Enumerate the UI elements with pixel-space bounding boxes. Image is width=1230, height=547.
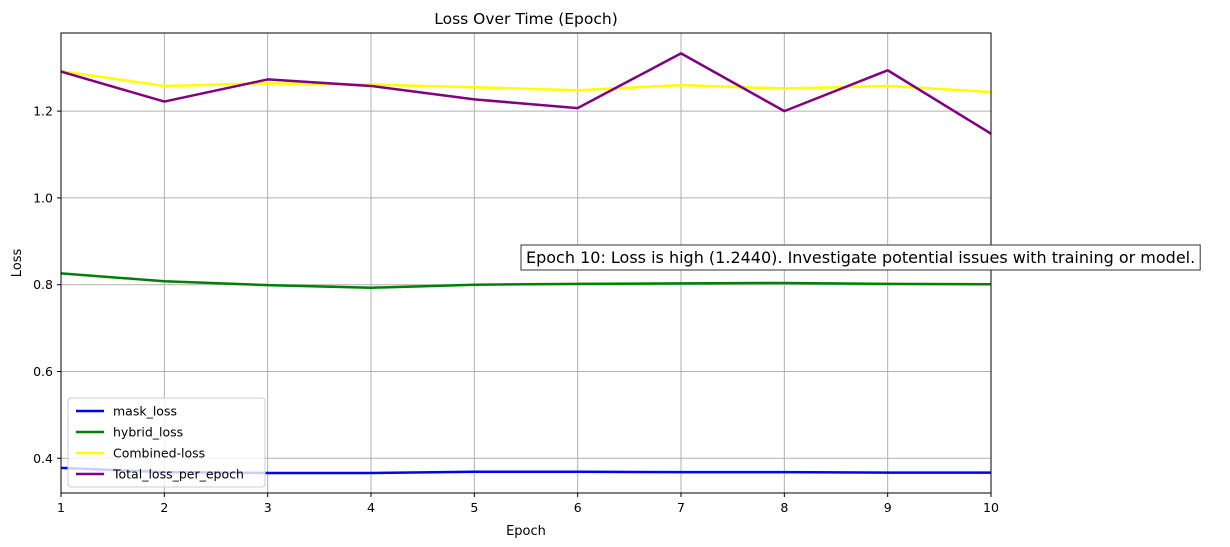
x-axis-label: Epoch [506, 524, 546, 539]
x-tick-label: 2 [160, 500, 168, 515]
y-tick-label: 0.8 [33, 277, 53, 292]
x-tick-label: 4 [367, 500, 375, 515]
x-tick-label: 3 [264, 500, 272, 515]
y-tick-label: 0.4 [33, 451, 53, 466]
series-line-combined-loss [61, 69, 991, 94]
x-tick-label: 10 [983, 500, 999, 515]
legend-box [67, 397, 266, 488]
chart-title: Loss Over Time (Epoch) [434, 10, 618, 28]
x-tick-label: 1 [57, 500, 65, 515]
annotation-box [520, 244, 1201, 271]
annotation: Epoch 10: Loss is high (1.2440). Investi… [520, 244, 1201, 271]
x-tick-label: 9 [884, 500, 892, 515]
x-tick-label: 5 [470, 500, 478, 515]
y-tick-label: 1.0 [33, 190, 53, 205]
axis-ticks: 1 2 3 4 5 6 7 8 9 10 0.4 0.6 0.8 1.0 1.2 [33, 104, 999, 515]
annotation-text: Epoch 10: Loss is high (1.2440). Investi… [526, 248, 1195, 267]
x-tick-label: 8 [780, 500, 788, 515]
x-tick-label: 6 [574, 500, 582, 515]
legend-label: Total_loss_per_epoch [112, 467, 244, 482]
legend-label: mask_loss [113, 404, 177, 419]
y-tick-label: 1.2 [33, 104, 53, 119]
x-tick-label: 7 [677, 500, 685, 515]
legend-label: Combined-loss [113, 446, 205, 461]
series-lines [61, 52, 991, 475]
y-tick-label: 0.6 [33, 364, 53, 379]
series-line-total-loss-per-epoch [61, 52, 991, 135]
legend-label: hybrid_loss [113, 425, 183, 440]
y-axis-label: Loss [10, 249, 25, 278]
series-line-hybrid-loss [61, 272, 991, 289]
legend: mask_loss hybrid_loss Combined-loss Total_l… [67, 397, 266, 488]
